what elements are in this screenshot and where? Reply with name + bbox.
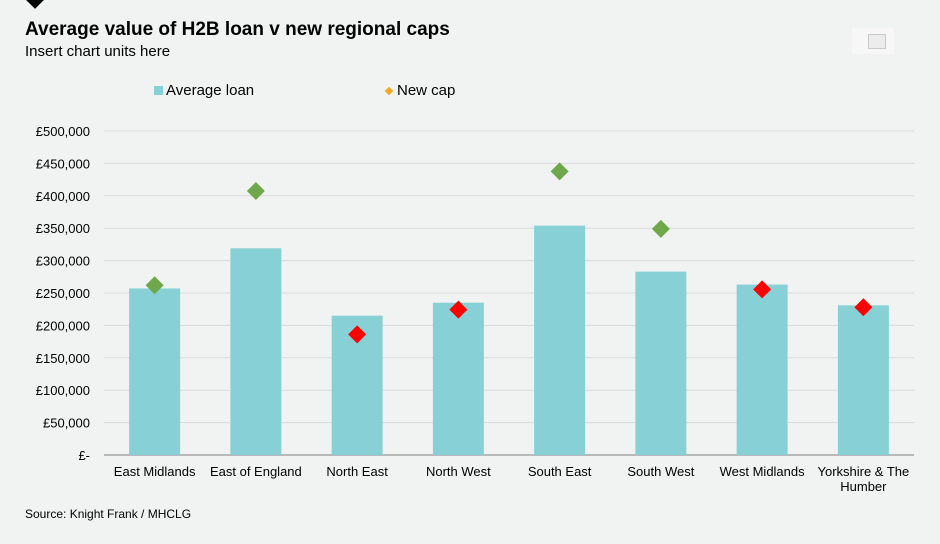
bar-average-loan bbox=[837, 305, 889, 455]
bar-average-loan bbox=[432, 302, 484, 455]
marker-new-cap bbox=[348, 325, 367, 344]
legend-bar-swatch bbox=[154, 86, 163, 95]
image-icon bbox=[868, 34, 886, 49]
source-note: Source: Knight Frank / MHCLG bbox=[25, 507, 192, 521]
logo-image-placeholder bbox=[852, 28, 894, 54]
y-tick-label: £100,000 bbox=[36, 383, 90, 398]
bar-average-loan bbox=[534, 225, 586, 455]
marker-new-cap bbox=[651, 219, 670, 238]
x-tick-label: North East bbox=[326, 464, 388, 479]
bar-average-loan bbox=[129, 288, 181, 455]
y-tick-label: £300,000 bbox=[36, 254, 90, 269]
bar-average-loan bbox=[635, 271, 687, 455]
chart-subtitle: Insert chart units here bbox=[25, 43, 171, 60]
legend-item-new-cap: New cap bbox=[384, 82, 456, 99]
chart-title: Average value of H2B loan v new regional… bbox=[25, 19, 450, 40]
legend-item-average-loan: Average loan bbox=[154, 82, 254, 99]
y-tick-label: £400,000 bbox=[36, 189, 90, 204]
marker-new-cap bbox=[854, 298, 873, 317]
y-tick-label: £50,000 bbox=[43, 416, 90, 431]
bar-average-loan bbox=[230, 248, 282, 455]
x-tick-label: West Midlands bbox=[720, 464, 806, 479]
y-tick-label: £- bbox=[78, 448, 90, 463]
y-tick-label: £450,000 bbox=[36, 156, 90, 171]
x-tick-label: South East bbox=[528, 464, 592, 479]
x-tick-label: South West bbox=[627, 464, 694, 479]
y-tick-label: £150,000 bbox=[36, 351, 90, 366]
marker-new-cap bbox=[449, 300, 468, 319]
y-tick-label: £350,000 bbox=[36, 221, 90, 236]
marker-new-cap bbox=[753, 280, 772, 299]
marker-new-cap bbox=[246, 182, 265, 201]
y-tick-label: £500,000 bbox=[36, 124, 90, 139]
x-tick-label: North West bbox=[426, 464, 491, 479]
bar-average-loan bbox=[736, 284, 788, 455]
legend-label-average-loan: Average loan bbox=[166, 82, 255, 99]
x-tick-label: Yorkshire & The Humber bbox=[817, 464, 909, 494]
marker-new-cap bbox=[550, 162, 569, 181]
marker-new-cap bbox=[145, 276, 164, 295]
y-tick-label: £200,000 bbox=[36, 318, 90, 333]
x-tick-label: East Midlands bbox=[114, 464, 196, 479]
legend-label-new-cap: New cap bbox=[397, 82, 456, 99]
x-tick-label: East of England bbox=[210, 464, 302, 479]
y-tick-label: £250,000 bbox=[36, 286, 90, 301]
